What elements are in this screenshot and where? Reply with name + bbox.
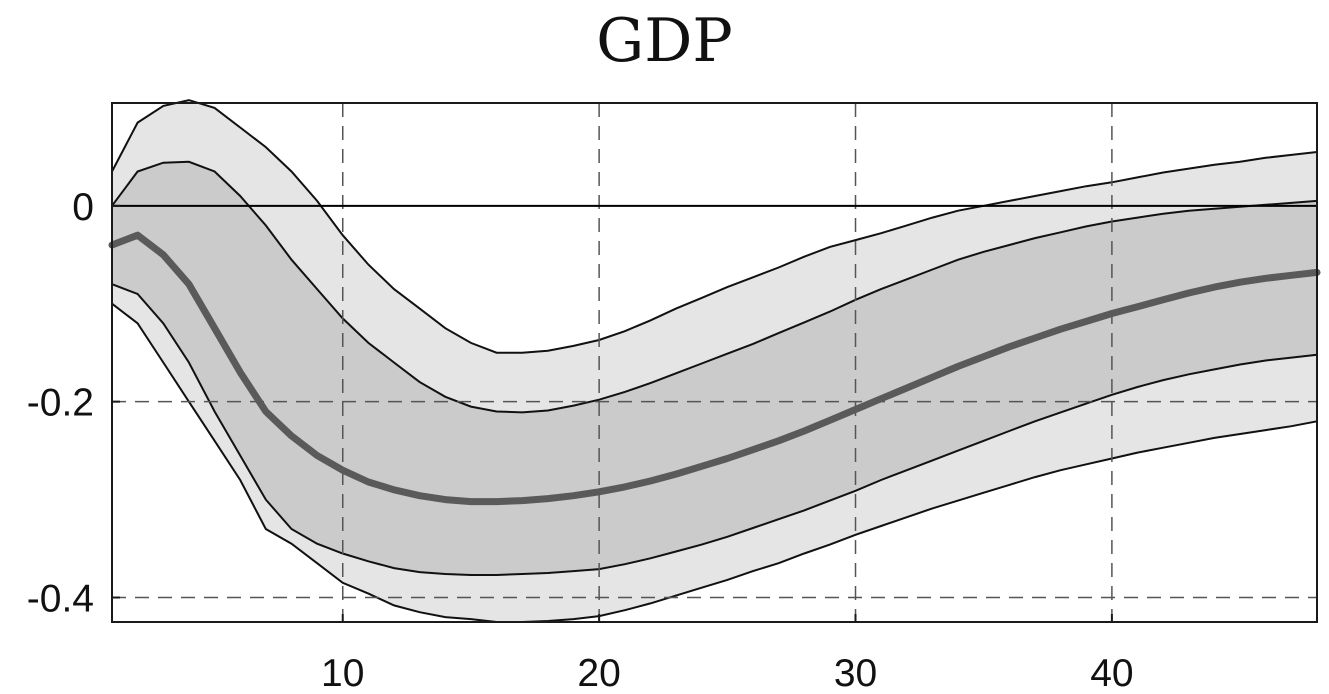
- grid-lines: [112, 103, 1317, 622]
- band-inner-upper-edge: [111, 160, 1318, 414]
- plot-frame: [111, 102, 1318, 623]
- x-axis-ticks: 10 20 30 40: [321, 614, 1134, 694]
- y-tick-label: -0.4: [27, 578, 94, 621]
- band-outer-upper-edge: [111, 99, 1318, 354]
- y-tick-label: -0.2: [27, 382, 94, 425]
- band-inner-fill: [112, 161, 1317, 576]
- band-outer-lower-edge: [111, 302, 1318, 623]
- chart-title: GDP: [596, 6, 733, 76]
- series-line-0: [108, 231, 1321, 506]
- band-inner-lower-edge: [111, 283, 1318, 576]
- x-tick-label: 40: [1090, 652, 1133, 694]
- x-tick-label: 20: [577, 652, 620, 694]
- y-axis-ticks: 0 -0.2 -0.4: [27, 186, 120, 621]
- x-tick-label: 30: [834, 652, 877, 694]
- x-tick-label: 10: [321, 652, 364, 694]
- y-tick-label: 0: [72, 186, 94, 229]
- series-layer: [108, 231, 1321, 506]
